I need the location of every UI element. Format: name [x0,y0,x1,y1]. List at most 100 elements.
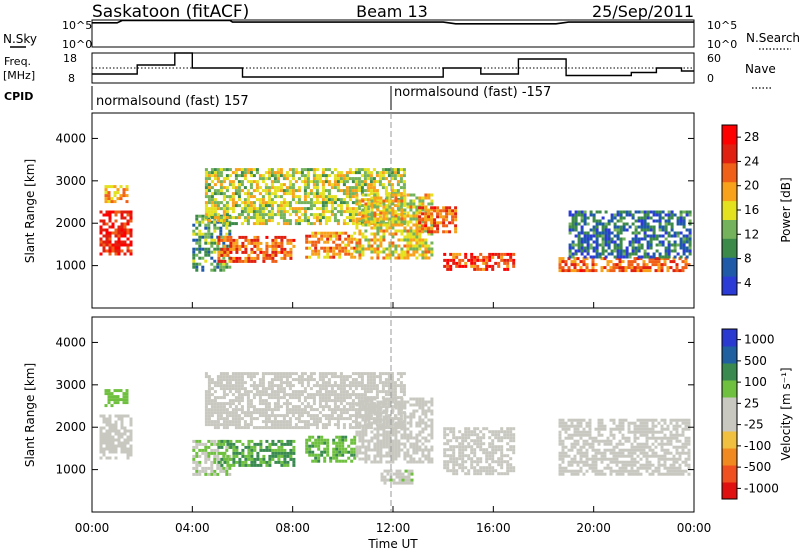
heat-cell [314,442,317,445]
heat-cell [436,209,439,212]
heat-cell [195,443,198,446]
heat-cell [271,216,274,219]
heat-cell [325,402,328,405]
heat-cell [467,442,470,445]
heat-cell [610,449,613,452]
heat-cell [631,458,634,461]
heat-cell [599,232,602,235]
heat-cell [238,396,241,399]
heat-cell [304,399,307,402]
heat-cell [286,174,289,177]
heat-cell [361,446,364,449]
heat-cell [331,210,334,213]
heat-cell [325,195,328,198]
heat-cell [370,401,373,404]
heat-cell [319,399,322,402]
heat-cell [625,269,628,272]
heat-cell [109,217,112,220]
heat-cell [385,434,388,437]
heat-cell [613,269,616,272]
heat-cell [280,449,283,452]
heat-cell [244,387,247,390]
heat-cell [467,427,470,430]
heat-cell [577,470,580,473]
heat-cell [323,250,326,253]
heat-cell [328,198,331,201]
nsky-tick-bottom: 10^0 [62,38,92,51]
heat-cell [476,433,479,436]
heat-cell [298,378,301,381]
heat-cell [223,180,226,183]
heat-cell [593,217,596,220]
heat-cell [458,259,461,262]
heat-cell [217,461,220,464]
heat-cell [602,238,605,241]
heat-cell [644,229,647,232]
heat-cell [331,375,334,378]
heat-cell [403,372,406,375]
heat-cell [316,414,319,417]
heat-cell [634,458,637,461]
heat-cell [637,437,640,440]
heat-cell [220,387,223,390]
heat-cell [397,203,400,206]
heat-cell [613,434,616,437]
heat-cell [415,425,418,428]
heat-cell [634,464,637,467]
heat-cell [271,213,274,216]
heat-cell [225,470,228,473]
heat-cell [656,244,659,247]
heat-cell [671,214,674,217]
heat-cell [217,251,220,254]
heat-cell [409,422,412,425]
heat-cell [229,260,232,263]
heat-cell [379,218,382,221]
heat-cell [219,467,222,470]
heat-cell [241,426,244,429]
heat-cell [604,266,607,269]
heat-cell [382,410,385,413]
heat-cell [403,189,406,192]
heat-cell [638,217,641,220]
heat-cell [207,236,210,239]
heat-cell [625,467,628,470]
heat-cell [211,393,214,396]
heat-cell [509,463,512,466]
heat-cell [289,180,292,183]
heat-cell [647,247,650,250]
heat-cell [238,378,241,381]
heat-cell [421,410,424,413]
heat-cell [403,384,406,387]
heat-cell [259,213,262,216]
heat-cell [631,455,634,458]
heat-cell [409,203,412,206]
heat-cell [394,434,397,437]
heat-cell [461,451,464,454]
heat-cell [259,464,262,467]
heat-cell [259,446,262,449]
heat-cell [653,214,656,217]
heat-cell [403,230,406,233]
heat-cell [473,259,476,262]
heat-cell [308,445,311,448]
heat-cell [350,238,353,241]
heat-cell [400,407,403,410]
heat-cell [644,232,647,235]
heat-cell [217,204,220,207]
heat-cell [198,245,201,248]
heat-cell [320,439,323,442]
heat-cell [106,433,109,436]
heat-cell [235,189,238,192]
heat-cell [108,392,111,395]
heat-cell [391,224,394,227]
heat-cell [271,174,274,177]
heat-cell [313,216,316,219]
heat-cell [452,256,455,259]
heat-cell [241,222,244,225]
heat-cell [271,381,274,384]
heat-cell [103,421,106,424]
heat-cell [361,378,364,381]
heat-cell [238,189,241,192]
heat-cell [592,440,595,443]
heat-cell [671,235,674,238]
